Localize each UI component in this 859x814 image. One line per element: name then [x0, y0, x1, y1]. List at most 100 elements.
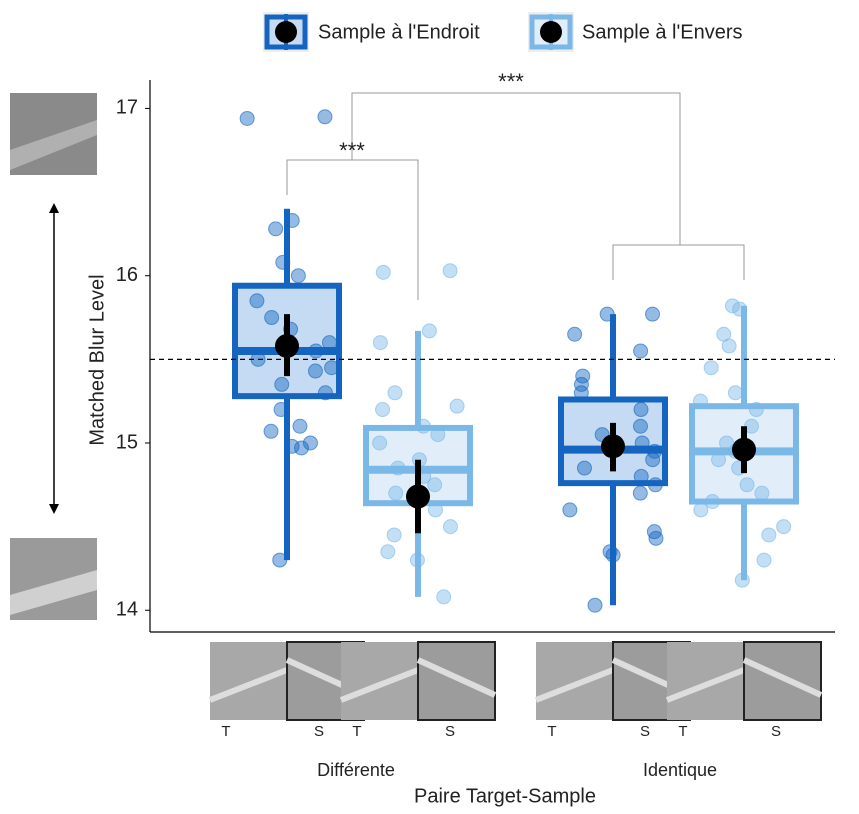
thumbnail: [210, 642, 287, 720]
data-point: [307, 363, 323, 379]
data-point: [748, 402, 764, 418]
data-point: [693, 502, 709, 518]
data-point: [605, 547, 621, 563]
data-point: [734, 572, 750, 588]
data-point: [273, 402, 289, 418]
data-point: [632, 485, 648, 501]
y-tick-label: 14: [116, 599, 138, 621]
data-point: [648, 530, 664, 546]
data-point: [442, 263, 458, 279]
x-tick-label: S: [771, 723, 781, 740]
data-point: [380, 544, 396, 560]
data-point: [427, 477, 443, 493]
data-point: [302, 435, 318, 451]
data-point: [427, 502, 443, 518]
data-point: [567, 326, 583, 342]
data-point: [409, 552, 425, 568]
legend-label: Sample à l'Endroit: [318, 21, 480, 43]
data-point: [275, 254, 291, 270]
data-point: [239, 110, 255, 126]
thumbnail: [536, 642, 613, 720]
data-point: [761, 527, 777, 543]
data-point: [317, 385, 333, 401]
significance-label: ***: [339, 138, 365, 163]
group-label: Différente: [317, 760, 395, 780]
mean-point: [601, 434, 625, 459]
data-point: [573, 376, 589, 392]
data-point: [264, 310, 280, 326]
thumbnail-detail: [665, 667, 746, 703]
thumbnail: [417, 641, 496, 721]
data-point: [576, 460, 592, 476]
data-point: [724, 298, 740, 314]
x-tick-label: S: [445, 723, 455, 740]
left-images: [10, 93, 97, 620]
data-point: [274, 376, 290, 392]
x-tick-label: T: [547, 723, 556, 740]
data-point: [647, 477, 663, 493]
data-point: [249, 293, 265, 309]
data-point: [390, 460, 406, 476]
data-point: [754, 485, 770, 501]
data-point: [268, 221, 284, 237]
data-point: [387, 385, 403, 401]
data-point: [292, 418, 308, 434]
thumbnail-detail: [742, 657, 823, 698]
thumbnail-detail: [416, 657, 497, 698]
legend: Sample à l'Endroit Sample à l'Envers: [263, 12, 743, 52]
y-axis-label: Matched Blur Level: [86, 274, 108, 445]
data-point: [727, 385, 743, 401]
mean-point: [406, 484, 430, 509]
data-point: [573, 385, 589, 401]
data-point: [421, 323, 437, 339]
data-point: [442, 519, 458, 535]
thumbnail: [743, 641, 822, 721]
legend-key-point: [275, 21, 297, 43]
data-point: [386, 527, 402, 543]
data-point: [756, 552, 772, 568]
data-point: [415, 418, 431, 434]
data-point: [633, 343, 649, 359]
x-tick-label: T: [352, 723, 361, 740]
bracket: [286, 159, 419, 300]
data-point: [711, 452, 727, 468]
data-point: [388, 485, 404, 501]
x-tick-label: T: [221, 723, 230, 740]
data-point: [739, 477, 755, 493]
data-point: [375, 402, 391, 418]
data-point: [692, 393, 708, 409]
data-point: [645, 306, 661, 322]
data-point: [284, 213, 300, 229]
data-point: [562, 502, 578, 518]
image-road: [10, 120, 97, 170]
data-point: [263, 423, 279, 439]
y-tick-label: 16: [116, 264, 138, 286]
data-point: [436, 589, 452, 605]
data-point: [633, 468, 649, 484]
data-point: [308, 343, 324, 359]
data-point: [321, 335, 337, 351]
significance-label: ***: [498, 69, 524, 94]
data-point: [272, 552, 288, 568]
data-point: [375, 264, 391, 280]
thumbnail: [667, 642, 744, 720]
data-point: [645, 452, 661, 468]
plot-area: [232, 109, 799, 613]
y-tick-label: 15: [116, 431, 138, 453]
thumbnail: [341, 642, 418, 720]
data-point: [372, 335, 388, 351]
y-tick-label: 17: [116, 97, 138, 119]
mean-point: [732, 437, 756, 462]
x-tick-label: T: [678, 723, 687, 740]
data-point: [324, 360, 340, 376]
data-point: [634, 435, 650, 451]
x-axis-label: Paire Target-Sample: [414, 785, 596, 807]
data-point: [372, 435, 388, 451]
data-point: [293, 440, 309, 456]
data-point: [587, 597, 603, 613]
group-label: Identique: [643, 760, 717, 780]
x-tick-label: S: [314, 723, 324, 740]
data-point: [284, 438, 300, 454]
data-point: [449, 398, 465, 414]
